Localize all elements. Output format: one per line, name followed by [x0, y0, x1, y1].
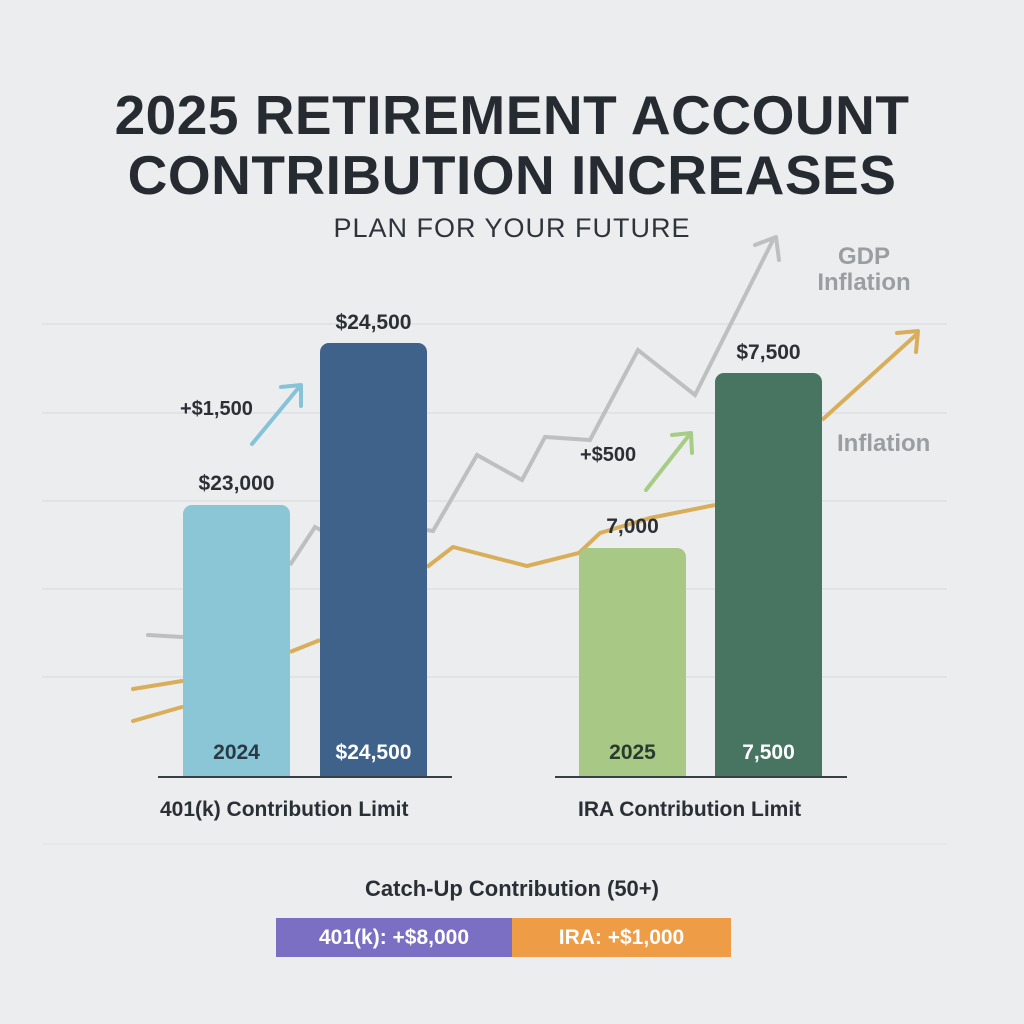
increase-arrow-icon: [644, 431, 694, 492]
bar-top-label: $23,000: [198, 472, 275, 495]
gridline: [42, 500, 947, 502]
bar-401k-2024: [183, 505, 290, 777]
baseline-401k: [158, 776, 452, 778]
inflation-arrow-head: [895, 329, 920, 354]
bar-top-label: 7,000: [606, 515, 659, 538]
legend-inflation: Inflation: [837, 430, 931, 457]
baseline-ira: [555, 776, 847, 778]
subtitle: PLAN FOR YOUR FUTURE: [333, 213, 691, 243]
category-label-401k: 401(k) Contribution Limit: [160, 798, 409, 821]
bar-inner-label: 2024: [213, 741, 260, 764]
title-line-1: 2025 RETIREMENT ACCOUNT: [114, 84, 910, 146]
bar-top-label: $24,500: [335, 311, 412, 334]
increase-arrow-icon: [250, 383, 303, 446]
catch-up-ira: IRA: +$1,000: [512, 918, 731, 957]
category-label-ira: IRA Contribution Limit: [578, 798, 802, 821]
gdp-inflation-line: [146, 633, 184, 639]
bar-inner-label: 2025: [609, 741, 656, 764]
gridline: [42, 588, 947, 590]
bar-inner-label: $24,500: [335, 741, 412, 764]
gridline: [42, 323, 947, 325]
increase-label-ira: +$500: [580, 444, 637, 466]
gridline: [42, 412, 947, 414]
catch-up-title: Catch-Up Contribution (50+): [365, 876, 659, 901]
legend-gdp-line2: Inflation: [817, 269, 911, 296]
legend-gdp-inflation: GDP Inflation: [808, 244, 920, 296]
gdp-arrow-head: [753, 235, 781, 262]
legend-gdp-line1: GDP: [837, 243, 890, 270]
catch-up-401k: 401(k): +$8,000: [276, 918, 512, 957]
gridline: [42, 676, 947, 678]
title-line-2: CONTRIBUTION INCREASES: [127, 144, 897, 206]
gridline: [42, 843, 947, 845]
bar-401k-2025: [320, 343, 427, 777]
bar-ira-2024: [579, 548, 686, 777]
bar-ira-2025: [715, 373, 822, 777]
bar-inner-label: 7,500: [742, 741, 795, 764]
increase-label-401k: +$1,500: [180, 398, 253, 420]
bar-top-label: $7,500: [736, 341, 801, 364]
